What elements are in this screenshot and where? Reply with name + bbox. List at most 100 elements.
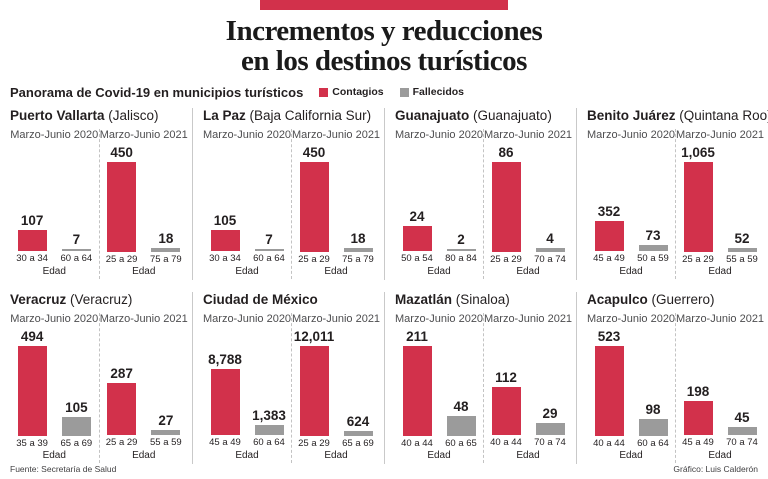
state-name: (Veracruz) <box>66 292 133 307</box>
x-axis-label: Edad <box>619 450 643 462</box>
value-label: 198 <box>686 384 710 400</box>
contagios-bar <box>17 230 47 252</box>
age-label: 75 a 79 <box>150 253 182 265</box>
value-label: 211 <box>406 328 428 344</box>
fallecidos-bar <box>151 430 181 436</box>
age-label: 35 a 39 <box>16 437 48 449</box>
age-labels: 40 a 44 70 a 74 <box>484 437 572 450</box>
contagios-bar-group: 450 <box>100 145 144 252</box>
contagios-bar <box>491 387 521 436</box>
subchart-marzo-junio-2021: Marzo-Junio 2021 12,011 624 25 a 29 65 a 69 E… <box>291 313 380 463</box>
age-labels: 40 a 44 60 a 65 <box>395 438 483 451</box>
value-label: 105 <box>65 399 88 415</box>
plot-area: 352 73 <box>587 145 675 252</box>
contagios-bar <box>107 161 137 252</box>
panel-la-paz: La Paz (Baja California Sur) Marzo-Junio … <box>192 108 384 280</box>
value-label: 48 <box>453 398 469 414</box>
age-label: 45 a 49 <box>593 253 625 265</box>
value-label: 86 <box>498 144 514 160</box>
fallecidos-bar <box>535 247 565 252</box>
value-label: 7 <box>72 232 81 248</box>
value-label: 1,383 <box>252 408 286 424</box>
city-title: Puerto Vallarta (Jalisco) <box>10 108 188 125</box>
subchart-marzo-junio-2020: Marzo-Junio 2020 211 48 40 a 44 60 a 65 Edad <box>395 313 483 463</box>
city-title: Mazatlán (Sinaloa) <box>395 292 572 309</box>
contagios-bar-group: 287 <box>100 366 144 436</box>
age-label: 75 a 79 <box>342 253 374 265</box>
value-label: 450 <box>302 144 326 160</box>
x-axis-label: Edad <box>427 450 451 462</box>
period-label: Marzo-Junio 2020 <box>203 129 292 141</box>
x-axis-label: Edad <box>708 266 732 278</box>
fallecidos-bar <box>446 415 476 436</box>
subchart-marzo-junio-2021: Marzo-Junio 2021 450 18 25 a 29 75 a 79 Edad <box>98 129 189 279</box>
contagios-bar <box>594 221 624 252</box>
state-name: (Sinaloa) <box>452 292 510 307</box>
plot-area: 105 7 <box>203 145 291 252</box>
fallecidos-bar <box>727 247 757 252</box>
plot-area: 494 105 <box>10 329 99 436</box>
city-name: Ciudad de México <box>203 292 318 307</box>
fallecidos-bar-group: 73 <box>631 228 675 252</box>
value-label: 98 <box>645 401 661 417</box>
value-label: 29 <box>542 406 558 422</box>
subchart-marzo-junio-2021: Marzo-Junio 2021 450 18 25 a 29 75 a 79 Edad <box>291 129 380 279</box>
value-label: 624 <box>346 413 370 429</box>
period-label: Marzo-Junio 2020 <box>587 129 676 141</box>
city-name: Puerto Vallarta <box>10 108 105 123</box>
state-name: (Guerrero) <box>647 292 715 307</box>
period-label: Marzo-Junio 2021 <box>676 313 765 325</box>
contagios-bar-group: 24 <box>395 209 439 252</box>
contagios-bar <box>683 161 713 252</box>
subchart-marzo-junio-2020: Marzo-Junio 2020 24 2 50 a 54 80 a 84 Edad <box>395 129 483 279</box>
fallecidos-bar-group: 27 <box>144 413 188 436</box>
contagios-bar <box>210 369 240 436</box>
value-label: 18 <box>158 230 174 246</box>
age-label: 25 a 29 <box>490 253 522 265</box>
page-title-line2: en los destinos turísticos <box>241 45 527 77</box>
fallecidos-bar <box>535 423 565 436</box>
city-name: Veracruz <box>10 292 67 307</box>
subheader: Panorama de Covid-19 en municipios turís… <box>10 84 768 100</box>
period-charts: Marzo-Junio 2020 105 7 30 a 34 60 a 64 Edad Ma… <box>203 129 380 279</box>
page-title-line1: Incrementos y reducciones <box>225 15 543 47</box>
age-labels: 25 a 29 65 a 69 <box>292 438 380 451</box>
value-label: 2 <box>457 232 465 248</box>
city-title: Guanajuato (Guanajuato) <box>395 108 572 125</box>
period-label: Marzo-Junio 2021 <box>676 129 765 141</box>
value-label: 12,011 <box>293 328 335 344</box>
contagios-bar-group: 494 <box>10 329 54 436</box>
subchart-marzo-junio-2021: Marzo-Junio 2021 287 27 25 a 29 55 a 59 Edad <box>98 313 189 463</box>
value-label: 73 <box>645 228 661 244</box>
x-axis-label: Edad <box>516 450 540 462</box>
city-name: Acapulco <box>587 292 648 307</box>
age-labels: 40 a 44 60 a 64 <box>587 438 675 451</box>
x-axis-label: Edad <box>324 450 348 462</box>
contagios-bar <box>17 345 47 436</box>
contagios-bar-group: 450 <box>292 145 336 252</box>
plot-area: 12,011 624 <box>292 329 380 436</box>
city-name: Guanajuato <box>395 108 470 123</box>
state-name: (Baja California Sur) <box>245 108 372 123</box>
age-label: 70 a 74 <box>534 253 566 265</box>
x-axis-label: Edad <box>516 266 540 278</box>
age-label: 65 a 69 <box>60 437 93 449</box>
fallecidos-bar-group: 98 <box>631 402 675 436</box>
value-label: 287 <box>110 366 133 382</box>
period-charts: Marzo-Junio 2020 24 2 50 a 54 80 a 84 Edad Mar… <box>395 129 572 279</box>
age-labels: 45 a 49 50 a 59 <box>587 253 675 266</box>
x-axis-label: Edad <box>42 450 66 462</box>
city-title: Benito Juárez (Quintana Roo) <box>587 108 768 125</box>
panel-acapulco: Acapulco (Guerrero) Marzo-Junio 2020 523 98… <box>576 292 768 464</box>
city-name: Mazatlán <box>395 292 453 307</box>
legend-item-fallecidos: Fallecidos <box>399 86 464 98</box>
fallecidos-bar-group: 1,383 <box>247 408 291 436</box>
subchart-marzo-junio-2020: Marzo-Junio 2020 523 98 40 a 44 60 a 64 Edad <box>587 313 675 463</box>
contagios-bar <box>683 401 713 436</box>
period-label: Marzo-Junio 2020 <box>587 313 676 325</box>
plot-area: 287 27 <box>100 329 189 436</box>
plot-area: 198 45 <box>676 329 764 436</box>
fallecidos-bar <box>446 249 476 252</box>
fallecidos-bar-group: 45 <box>720 410 764 436</box>
subchart-marzo-junio-2021: Marzo-Junio 2021 1,065 52 25 a 29 55 a 59 Eda… <box>675 129 764 279</box>
